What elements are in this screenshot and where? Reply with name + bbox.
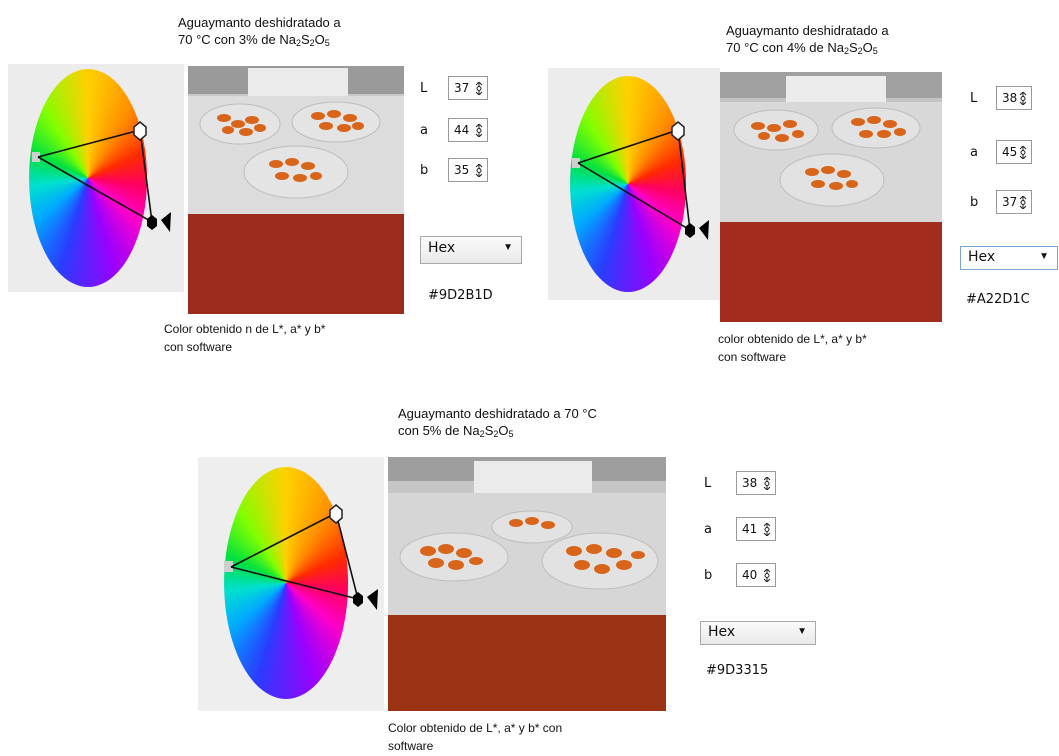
panel-5-percent: Aguaymanto deshidratado a 70 °C con 5% d…	[190, 395, 830, 756]
panel-title: Aguaymanto deshidratado a 70 °C con 3% d…	[178, 15, 341, 48]
chevron-down-icon: ▼	[1039, 251, 1049, 262]
wheel-bottom-marker	[147, 215, 157, 230]
sample-photo	[720, 72, 942, 222]
lab-b-row: b 40	[704, 563, 804, 589]
lab-label: a	[420, 123, 428, 138]
lab-b-input[interactable]: 37	[996, 190, 1032, 214]
color-wheel[interactable]	[198, 457, 384, 711]
chevron-down-icon: ▼	[503, 242, 513, 253]
panel-3-percent: Aguaymanto deshidratado a 70 °C con 3% d…	[0, 0, 540, 380]
lab-l-row: L 38	[970, 86, 1050, 112]
color-swatch	[720, 222, 942, 322]
lab-l-input[interactable]: 38	[736, 471, 776, 495]
wheel-top-marker	[671, 121, 685, 141]
panel-caption: Color obtenido n de L*, a* y b* con soft…	[164, 322, 326, 354]
lab-label: L	[704, 476, 712, 491]
lab-label: b	[704, 568, 713, 583]
spinner-arrows-icon[interactable]	[1019, 196, 1027, 209]
lab-a-row: a 44	[420, 118, 510, 144]
lab-l-row: L 37	[420, 76, 510, 102]
panel-4-percent: Aguaymanto deshidratado a 70 °C con 4% d…	[540, 0, 1059, 380]
format-select[interactable]: Hex ▼	[960, 246, 1058, 270]
wheel-hue-marker	[32, 152, 40, 162]
lab-b-row: b 37	[970, 190, 1050, 216]
lab-label: b	[970, 195, 979, 210]
lab-l-input[interactable]: 38	[996, 86, 1032, 110]
wheel-hue-marker	[572, 158, 580, 168]
color-wheel[interactable]	[548, 68, 720, 300]
wheel-top-marker	[329, 504, 343, 524]
lab-b-input[interactable]: 40	[736, 563, 776, 587]
spinner-arrows-icon[interactable]	[763, 477, 771, 490]
sample-photo	[388, 457, 666, 615]
spinner-arrows-icon[interactable]	[1019, 146, 1027, 159]
wheel-hue-marker	[224, 561, 233, 572]
hex-value: #9D3315	[706, 663, 769, 678]
lab-a-input[interactable]: 44	[448, 118, 488, 142]
lab-l-row: L 38	[704, 471, 804, 497]
wheel-top-marker	[133, 121, 147, 141]
panel-title: Aguaymanto deshidratado a 70 °C con 5% d…	[398, 406, 597, 439]
lab-label: b	[420, 163, 429, 178]
spinner-arrows-icon[interactable]	[763, 523, 771, 536]
lab-l-input[interactable]: 37	[448, 76, 488, 100]
panel-caption: Color obtenido de L*, a* y b* con softwa…	[388, 721, 563, 753]
lab-label: L	[970, 91, 978, 106]
lab-label: a	[704, 522, 712, 537]
lab-label: a	[970, 145, 978, 160]
color-wheel[interactable]	[8, 64, 184, 292]
spinner-arrows-icon[interactable]	[1019, 92, 1027, 105]
lab-a-input[interactable]: 41	[736, 517, 776, 541]
wheel-bottom-marker	[685, 223, 695, 238]
hex-value: #A22D1C	[966, 292, 1030, 307]
lab-label: L	[420, 81, 428, 96]
spinner-arrows-icon[interactable]	[475, 164, 483, 177]
lab-b-input[interactable]: 35	[448, 158, 488, 182]
lab-a-input[interactable]: 45	[996, 140, 1032, 164]
lab-a-row: a 41	[704, 517, 804, 543]
panel-caption: color obtenido de L*, a* y b* con softwa…	[718, 332, 867, 364]
sample-photo	[188, 66, 404, 214]
spinner-arrows-icon[interactable]	[475, 124, 483, 137]
wheel-bottom-marker	[353, 592, 363, 607]
spinner-arrows-icon[interactable]	[763, 569, 771, 582]
format-select[interactable]: Hex ▼	[700, 621, 816, 645]
color-swatch	[188, 214, 404, 314]
hex-value: #9D2B1D	[428, 288, 493, 303]
lab-b-row: b 35	[420, 158, 510, 184]
spinner-arrows-icon[interactable]	[475, 82, 483, 95]
lab-a-row: a 45	[970, 140, 1050, 166]
chevron-down-icon: ▼	[797, 626, 807, 637]
format-select[interactable]: Hex ▼	[420, 236, 522, 264]
color-swatch	[388, 615, 666, 711]
panel-title: Aguaymanto deshidratado a 70 °C con 4% d…	[726, 23, 889, 56]
